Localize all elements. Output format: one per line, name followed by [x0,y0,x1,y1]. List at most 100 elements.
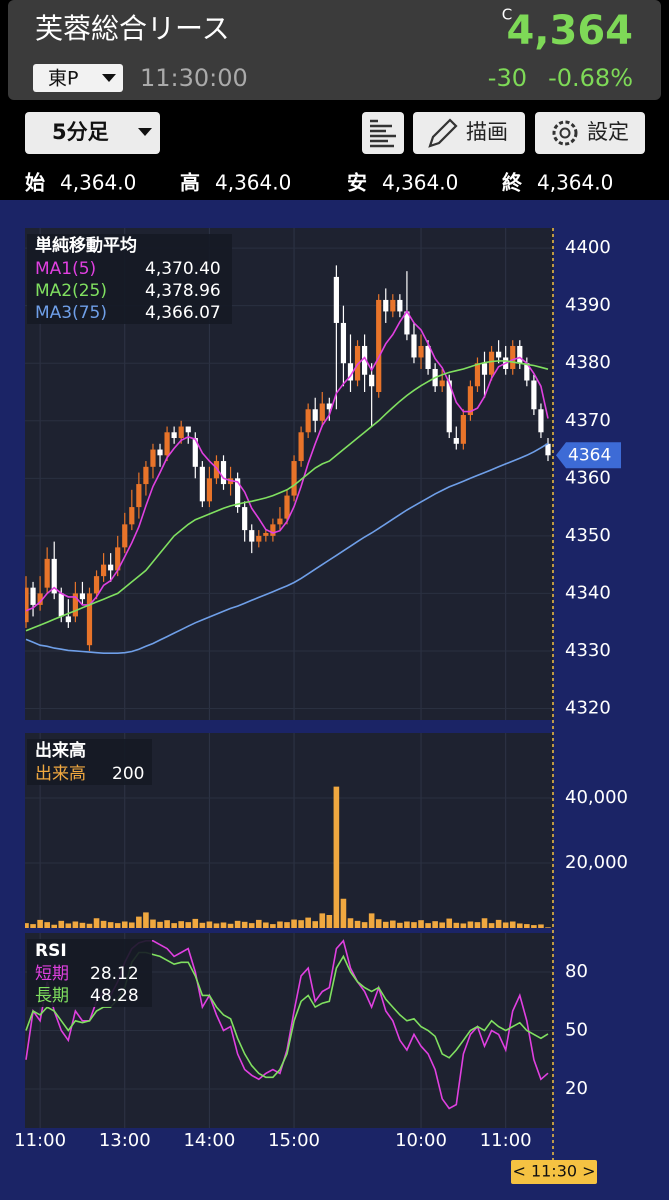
volume-bar [439,922,445,928]
candle-body [404,311,410,335]
volume-bar [143,912,149,928]
legend-title: 単純移動平均 [35,235,137,256]
candle-body [178,426,184,439]
volume-bar [241,921,248,928]
legend-name: MA3(75) [35,303,107,323]
y-tick-label: 4350 [565,525,611,546]
y-tick-label: 4340 [565,582,611,603]
candle-body [305,409,311,433]
candle-body [298,432,304,462]
market-select[interactable] [33,64,123,92]
plot-layer [25,786,551,928]
x-tick-label: 15:00 [268,1130,320,1151]
ohlc-label: 高 [180,171,200,195]
candle-body [545,443,551,456]
y-tick-label: 80 [565,961,588,982]
candle-body [220,461,227,485]
volume-bar [100,920,107,928]
y-tick-label: 20 [565,1078,588,1099]
volume-bar [121,921,128,928]
candle-body [44,558,50,588]
volume-bar [51,924,58,928]
volume-bar [446,918,453,928]
volume-bar [488,923,495,928]
volume-bar [545,927,551,928]
candle-body [496,351,502,358]
interval-button[interactable] [25,112,160,154]
line [25,309,549,612]
volume-bar [284,922,290,928]
volume-bar [277,921,283,928]
volume-bar [404,921,410,928]
candle-body [122,524,128,548]
volume-bar [312,921,319,928]
legend-name: MA2(25) [35,281,107,301]
candle-body [333,276,339,323]
volume-bar [375,919,382,928]
header-panel [8,0,661,100]
candle-body [270,524,276,536]
volume-bar [234,920,241,928]
legend-box [27,234,232,324]
x-tick-label: 13:00 [99,1130,151,1151]
y-tick-label: 4320 [565,697,611,718]
candle-body [235,478,241,508]
candle-body [481,363,488,375]
candle-body [425,345,431,369]
candle-body [418,345,424,358]
plot-layer [25,265,551,654]
candle-body [361,345,368,375]
volume-bar [150,919,156,928]
chart: 4320 4330 4340 4350 4360 4370 4380 4390 4400 4364… [14,228,628,1184]
candle-body [30,587,36,605]
legend-value: 48.28 [90,986,139,1006]
candle-body [185,426,191,433]
volume-bar [199,922,206,928]
volume-bar [164,920,170,928]
candle-body [164,432,170,456]
candle-body [206,478,213,502]
indicator-button[interactable] [362,112,404,154]
volume-bar [213,923,220,928]
volume-bar [255,919,262,928]
volume-bar [107,922,114,928]
volume-bar [65,923,72,928]
volume-bar [382,921,389,928]
market: 東P [48,68,78,90]
volume-bar [114,923,121,928]
volume-bar [72,921,79,928]
candle-body [326,403,332,410]
volume-bar [460,923,467,928]
volume-bar [502,922,509,928]
candle-body [150,449,156,467]
ohlc-row: 始 4,364.0 高 4,364.0 安 4,364.0 終 4,364.0 [25,171,613,195]
y-tick-label: 4380 [565,352,611,373]
candle-body [100,564,107,577]
dropdown-arrow [138,128,152,136]
volume-bar [368,913,375,928]
y-tick-label: 20,000 [565,852,628,873]
candle-body [347,363,354,381]
candle-body [411,334,417,358]
candle-body [390,299,396,312]
volume-bar [347,918,354,928]
volume-bar [171,923,177,928]
line [25,360,549,632]
candle-body [467,386,474,416]
candle-body [369,374,375,387]
candle-body [143,466,149,485]
legend-box [27,739,152,785]
draw-button[interactable] [413,112,525,154]
time: 11:30:00 [140,64,248,92]
interval: 5分足 [52,120,109,144]
candle-body [354,345,361,381]
indicator-icon [370,119,396,148]
legend-value: 4,378.96 [145,281,221,301]
candle-body [136,484,142,508]
ohlc-value: 4,364.0 [537,171,613,195]
candle-body [86,593,93,646]
ohlc-value: 4,364.0 [60,171,136,195]
volume-bar [361,922,368,928]
legend-value: 28.12 [90,964,139,984]
